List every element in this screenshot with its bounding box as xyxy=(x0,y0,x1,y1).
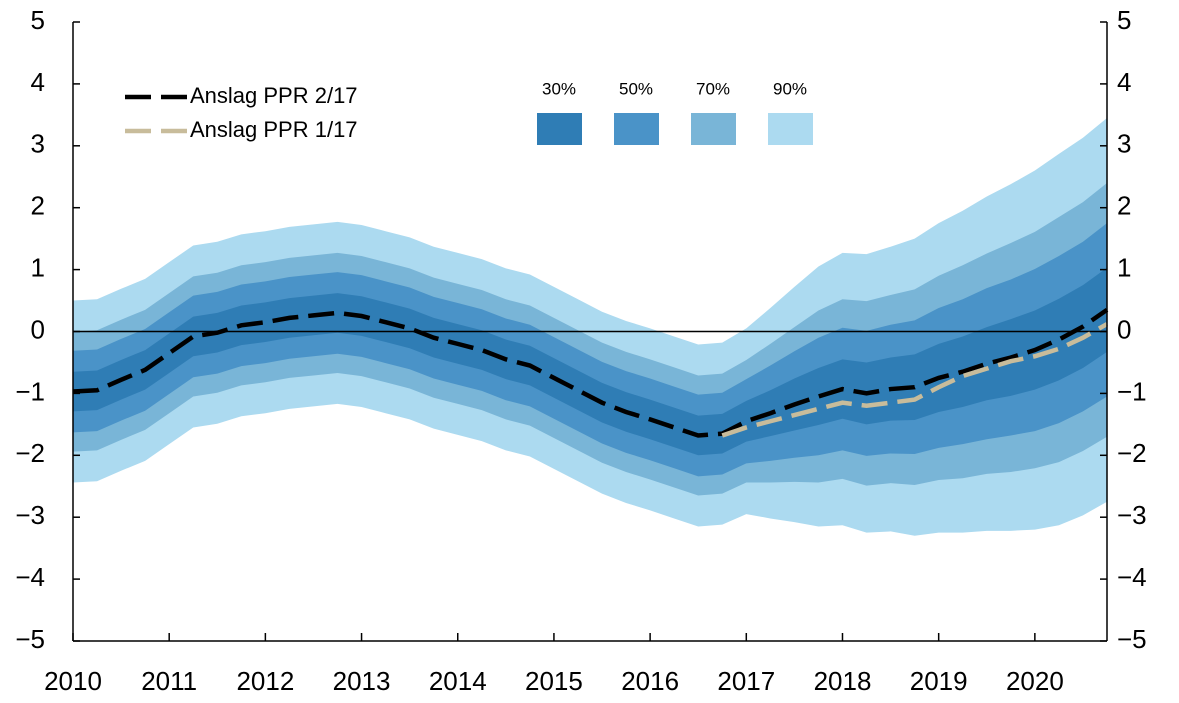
x-tick-label: 2011 xyxy=(141,666,197,696)
y-tick-label: 5 xyxy=(31,5,45,35)
y-tick-label: 4 xyxy=(31,67,45,97)
legend-label: Anslag PPR 1/17 xyxy=(190,117,358,142)
y-tick-label: −2 xyxy=(15,438,45,468)
band-legend-swatch xyxy=(614,113,659,145)
y2-tick-label: −2 xyxy=(1117,438,1147,468)
x-tick-label: 2016 xyxy=(621,666,679,696)
x-tick-label: 2010 xyxy=(44,666,102,696)
band-legend-label: 30% xyxy=(542,79,576,98)
legend-label: Anslag PPR 2/17 xyxy=(190,83,358,108)
y-tick-label: −3 xyxy=(15,500,45,530)
band-legend-label: 70% xyxy=(696,79,730,98)
x-tick-label: 2018 xyxy=(814,666,872,696)
y2-tick-label: 1 xyxy=(1117,252,1131,282)
band-legend-swatch xyxy=(537,113,582,145)
y2-tick-label: −3 xyxy=(1117,500,1147,530)
y2-tick-label: 3 xyxy=(1117,129,1131,159)
x-tick-label: 2013 xyxy=(333,666,391,696)
series-line xyxy=(72,307,1109,438)
y2-tick-label: 4 xyxy=(1117,67,1131,97)
y-tick-label: −4 xyxy=(15,562,45,592)
y-tick-label: −5 xyxy=(15,624,45,654)
y2-tick-label: −4 xyxy=(1117,562,1147,592)
y-tick-label: 2 xyxy=(31,191,45,221)
x-tick-label: 2020 xyxy=(1006,666,1064,696)
y2-tick-label: 5 xyxy=(1117,5,1131,35)
x-tick-label: 2012 xyxy=(236,666,294,696)
y2-tick-label: 0 xyxy=(1117,314,1131,344)
y-tick-label: 3 xyxy=(31,129,45,159)
y2-tick-label: −1 xyxy=(1117,376,1147,406)
y-tick-label: −1 xyxy=(15,376,45,406)
y-tick-label: 0 xyxy=(31,314,45,344)
band-legend-label: 50% xyxy=(619,79,653,98)
band-legend-swatch xyxy=(691,113,736,145)
x-tick-label: 2017 xyxy=(717,666,775,696)
y2-tick-label: 2 xyxy=(1117,191,1131,221)
band-legend-label: 90% xyxy=(773,79,807,98)
band-legend-swatch xyxy=(768,113,813,145)
x-tick-label: 2019 xyxy=(910,666,968,696)
series-line xyxy=(721,322,1109,438)
x-tick-label: 2015 xyxy=(525,666,583,696)
x-tick-label: 2014 xyxy=(429,666,487,696)
y2-tick-label: −5 xyxy=(1117,624,1147,654)
y-tick-label: 1 xyxy=(31,252,45,282)
